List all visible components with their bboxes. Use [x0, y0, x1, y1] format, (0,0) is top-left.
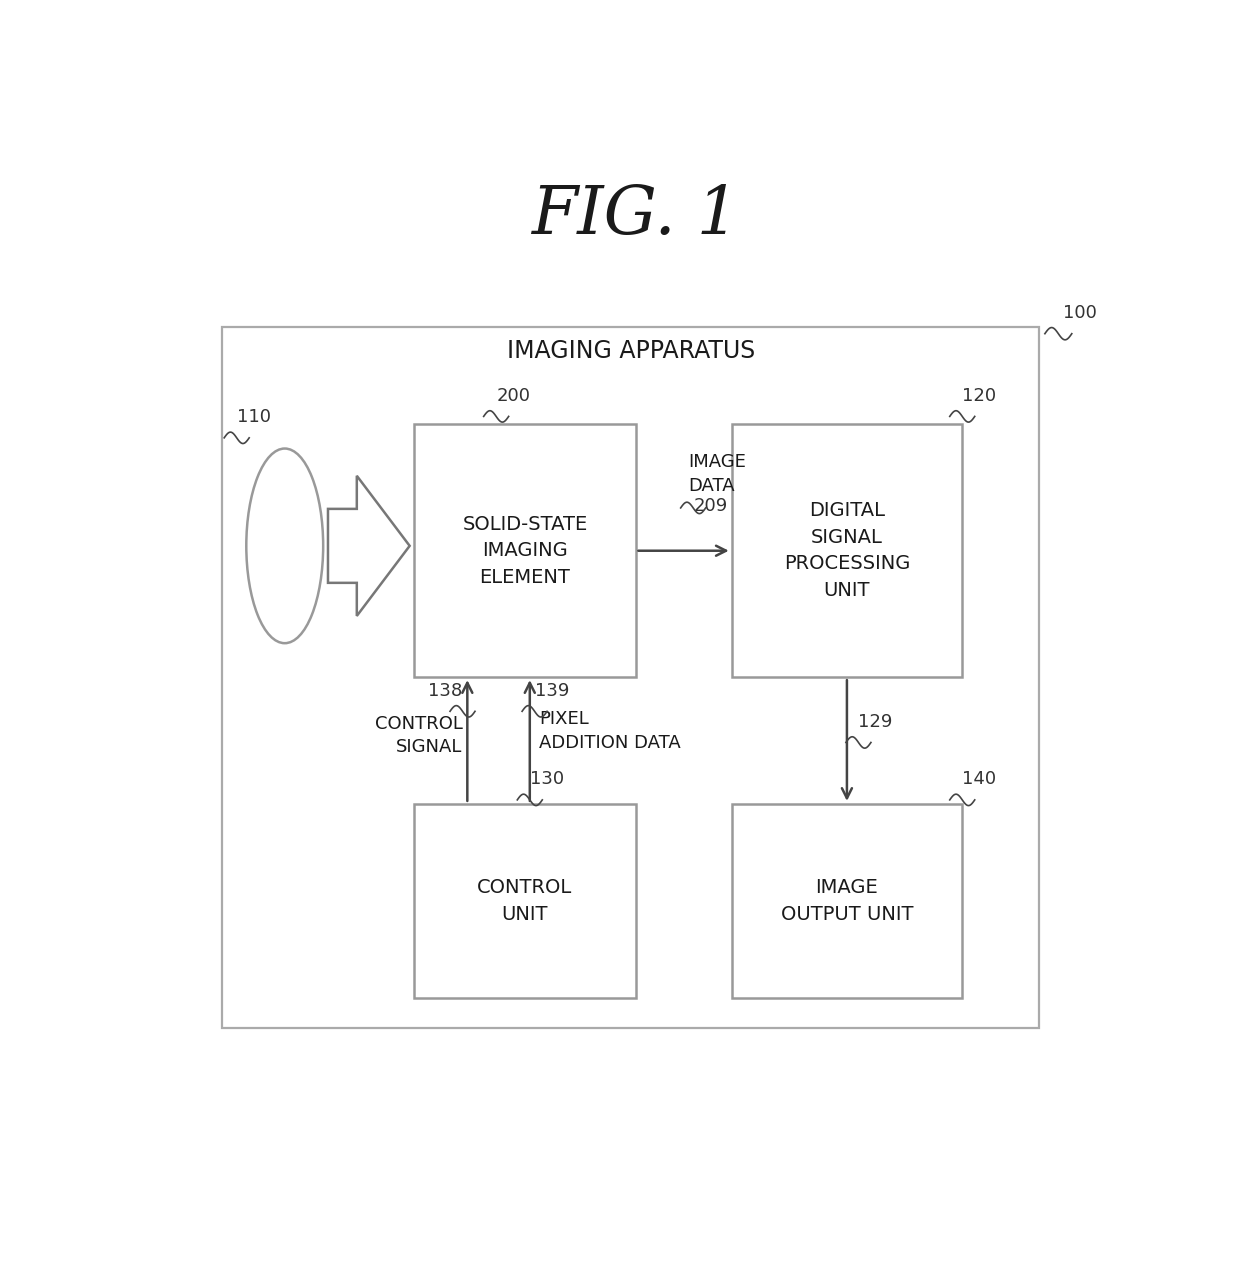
- Text: 139: 139: [534, 681, 569, 700]
- Text: 138: 138: [428, 681, 463, 700]
- Text: DIGITAL
SIGNAL
PROCESSING
UNIT: DIGITAL SIGNAL PROCESSING UNIT: [784, 502, 910, 600]
- Text: 140: 140: [962, 770, 997, 789]
- Bar: [732, 425, 962, 678]
- Text: IMAGE
DATA: IMAGE DATA: [688, 454, 746, 495]
- Text: FIG. 1: FIG. 1: [532, 182, 739, 248]
- Text: 120: 120: [962, 387, 997, 404]
- Text: SOLID-STATE
IMAGING
ELEMENT: SOLID-STATE IMAGING ELEMENT: [463, 514, 588, 586]
- Text: 209: 209: [693, 497, 728, 516]
- Text: IMAGE
OUTPUT UNIT: IMAGE OUTPUT UNIT: [781, 878, 913, 924]
- Text: IMAGING APPARATUS: IMAGING APPARATUS: [507, 339, 755, 363]
- Text: 200: 200: [496, 387, 531, 404]
- Ellipse shape: [247, 449, 324, 643]
- Text: 110: 110: [237, 408, 270, 426]
- Text: 129: 129: [858, 713, 893, 731]
- Polygon shape: [327, 475, 409, 616]
- Text: 130: 130: [529, 770, 564, 789]
- Bar: [414, 425, 635, 678]
- Text: PIXEL
ADDITION DATA: PIXEL ADDITION DATA: [539, 710, 681, 752]
- Text: CONTROL
SIGNAL: CONTROL SIGNAL: [374, 715, 463, 756]
- Text: 100: 100: [1063, 305, 1097, 322]
- Text: CONTROL
UNIT: CONTROL UNIT: [477, 878, 573, 924]
- Bar: [732, 804, 962, 999]
- Bar: [414, 804, 635, 999]
- Bar: [222, 327, 1039, 1028]
